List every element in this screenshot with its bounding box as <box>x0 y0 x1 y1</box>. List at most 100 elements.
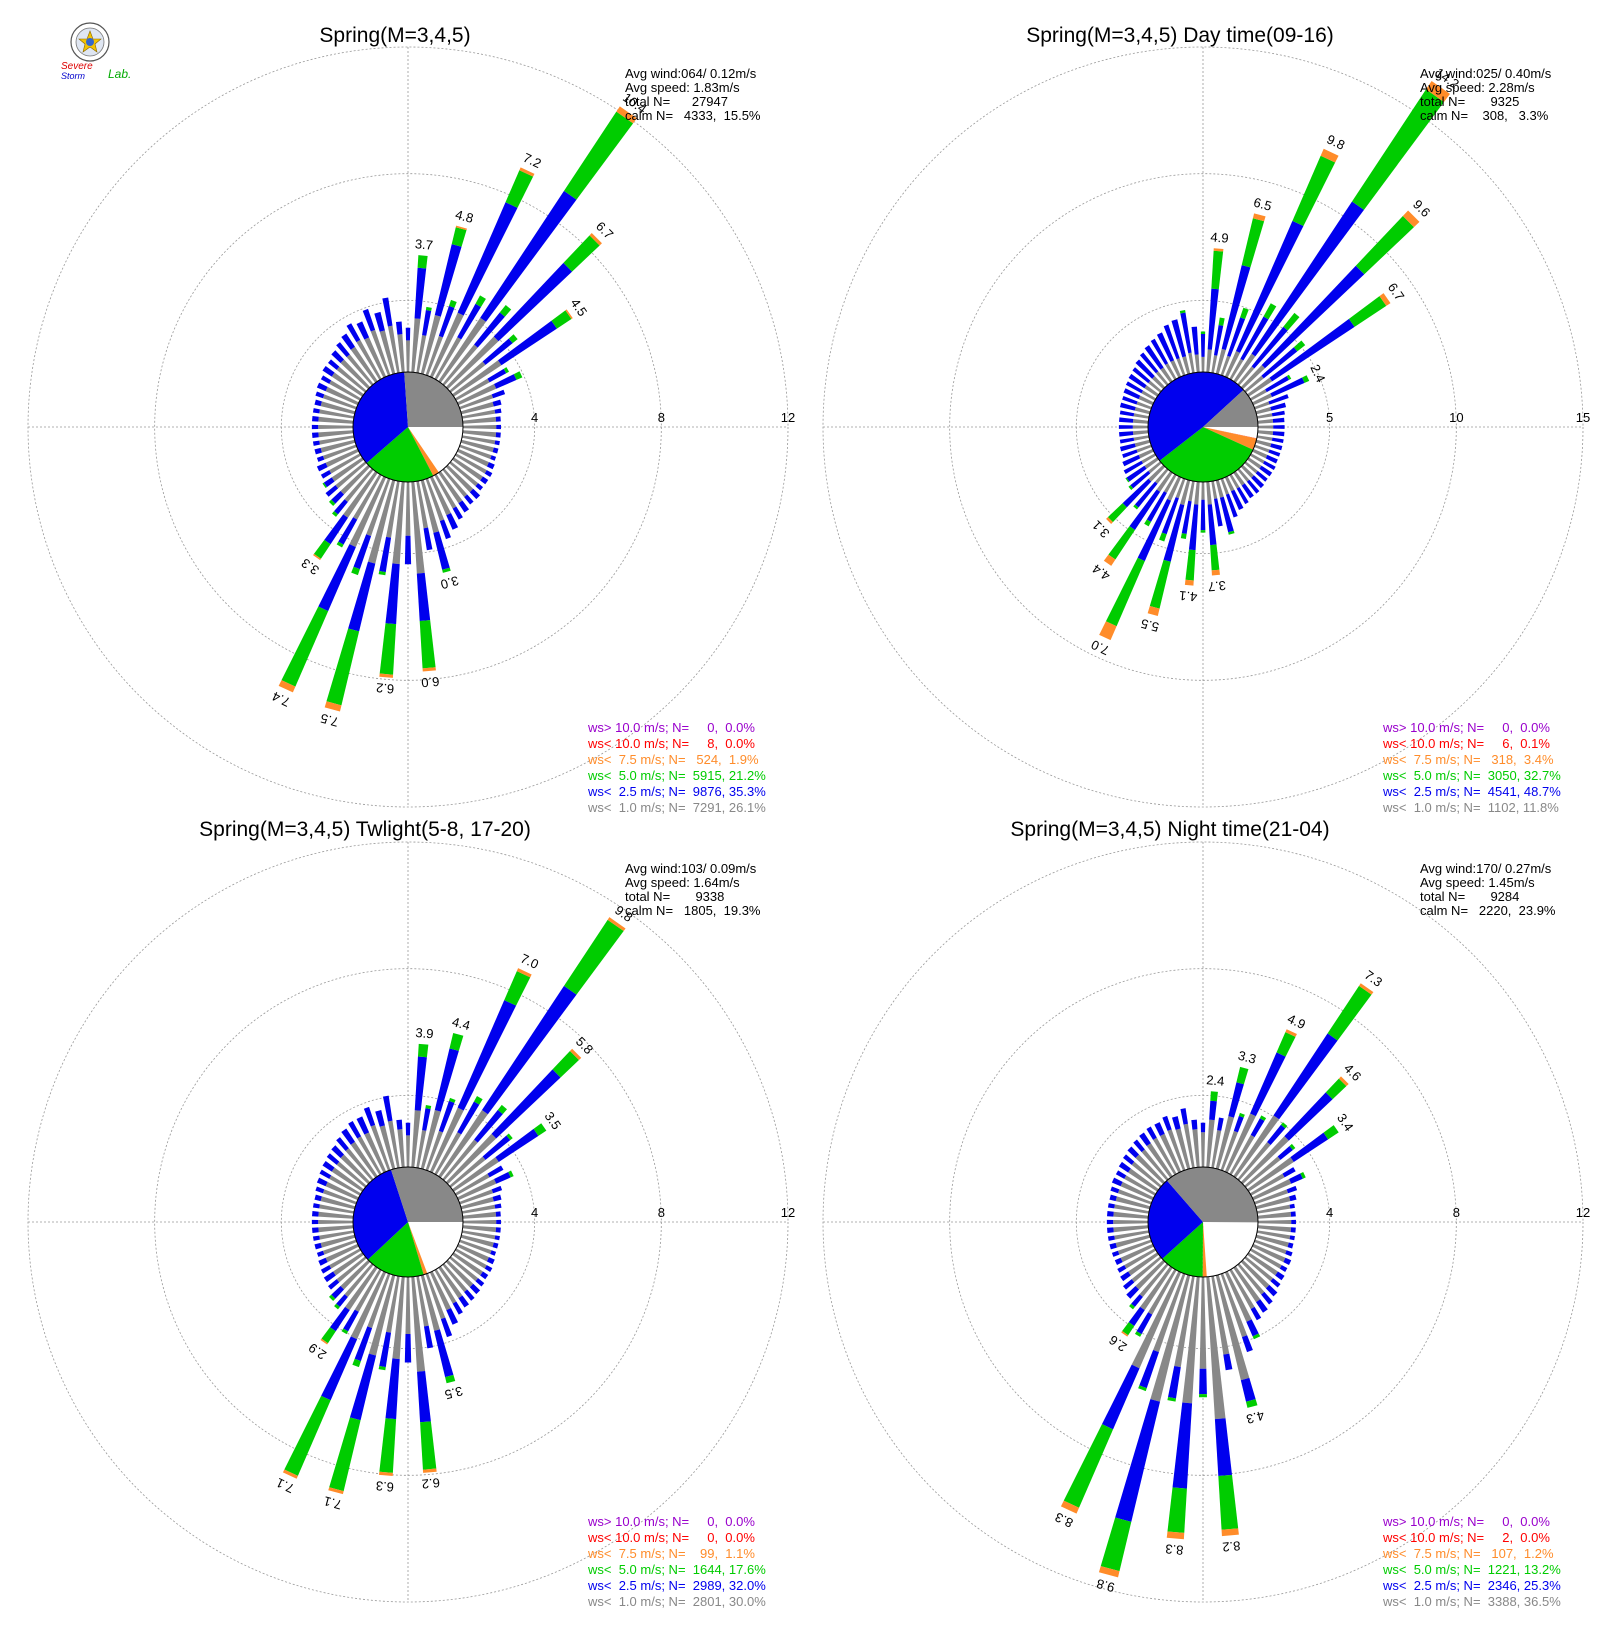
rose-bar-segment <box>325 386 359 406</box>
rose-bar-segment <box>1180 533 1187 539</box>
rose-bar-segment <box>1111 1177 1123 1187</box>
rose-bar-segment <box>1217 1117 1224 1131</box>
rose-bar-segment <box>1191 1119 1198 1130</box>
rose-bar-segment <box>1270 1278 1281 1288</box>
bar-value-label: 2.4 <box>1206 1072 1225 1089</box>
rose-bar-segment <box>589 233 602 246</box>
rose-bar-segment <box>1244 1156 1281 1188</box>
rose-bar-segment <box>1251 475 1265 489</box>
rose-bar-segment <box>1284 1092 1333 1141</box>
legend-entry: ws< 2.5 m/s; N= 9876, 35.3% <box>587 784 766 799</box>
rose-bar-segment <box>319 409 355 419</box>
rose-bar-segment <box>459 1189 494 1205</box>
rose-bar-segment <box>336 366 367 393</box>
rose-bar-segment <box>1122 449 1138 459</box>
pie-slice <box>391 1167 463 1222</box>
rose-bar-segment <box>1261 265 1365 369</box>
rose-bar-segment <box>563 235 600 272</box>
rose-bar-segment <box>326 628 360 706</box>
rose-bar-segment <box>1135 1154 1166 1185</box>
rose-bar-segment <box>1124 1248 1157 1269</box>
rose-bar-segment <box>1289 1173 1303 1184</box>
stat-line: Avg wind:103/ 0.09m/s <box>625 861 757 876</box>
rose-bar-segment <box>1183 1123 1195 1169</box>
rose-bar-segment <box>1272 417 1285 423</box>
rose-bar-segment <box>1144 519 1152 527</box>
rose-bar-segment <box>494 408 502 414</box>
rose-bar-segment <box>350 1271 387 1340</box>
legend-entry: ws< 2.5 m/s; N= 4541, 48.7% <box>1382 784 1561 799</box>
rose-bar-segment <box>569 1048 582 1061</box>
pie-slice <box>408 1222 463 1274</box>
rose-bar-segment <box>322 365 335 377</box>
rose-bar-segment <box>1132 425 1149 429</box>
rose-bar-segment <box>438 471 463 504</box>
rose-bar-segment <box>1352 89 1444 210</box>
rose-bar-segment <box>448 1097 456 1103</box>
rose-bar-segment <box>438 317 487 383</box>
legend-entry: ws< 7.5 m/s; N= 107, 1.2% <box>1382 1546 1554 1561</box>
rose-bar-segment <box>312 432 319 438</box>
rose-bar-segment <box>457 1243 489 1262</box>
rose-bar-segment <box>461 1204 496 1214</box>
rose-bar-segment <box>1276 1032 1296 1057</box>
rose-bar-segment <box>607 917 626 932</box>
rose-bar-segment <box>445 1259 474 1288</box>
rose-bar-segment <box>1148 461 1162 474</box>
rose-bar-segment <box>1286 1185 1298 1194</box>
rose-bar-segment <box>1302 375 1310 383</box>
rose-bar-segment <box>495 1128 539 1163</box>
rose-bar-segment <box>321 1327 336 1344</box>
rose-bar-segment <box>1188 480 1195 502</box>
rose-bar-segment <box>322 1239 357 1255</box>
pie-slice <box>1203 427 1258 439</box>
rose-bar-segment <box>319 1230 355 1240</box>
pie-slice <box>1159 427 1254 482</box>
bar-value-label: 6.5 <box>1252 195 1273 214</box>
rose-bar-segment <box>336 541 344 548</box>
rose-bar-segment <box>346 354 374 386</box>
rose-bar-segment <box>1270 402 1287 411</box>
rose-bar-segment <box>1238 1112 1245 1118</box>
rose-bar-segment <box>1175 478 1186 499</box>
rose-bar-segment <box>1107 503 1127 523</box>
rose-bar-segment <box>1120 1181 1154 1201</box>
bar-value-label: 6.2 <box>375 680 394 697</box>
rose-bar-segment <box>314 447 322 455</box>
rose-bar-segment <box>475 483 484 491</box>
rose-bar-segment <box>331 457 364 482</box>
rose-bar-segment <box>1221 1528 1239 1537</box>
panel-title: Spring(M=3,4,5) Twlight(5-8, 17-20) <box>199 818 531 841</box>
rose-bar-segment <box>396 1119 403 1130</box>
rose-bar-segment <box>1119 431 1134 437</box>
bar-value-label: 3.3 <box>1236 1048 1257 1067</box>
rose-bar-segment <box>422 310 432 336</box>
rose-bar-segment <box>446 513 459 530</box>
rose-bar-segment <box>386 1275 400 1333</box>
rose-bar-segment <box>1244 1256 1274 1282</box>
rose-bar-segment <box>1136 401 1152 410</box>
pie-slice <box>1203 427 1257 439</box>
rose-bar-segment <box>350 346 378 383</box>
rose-bar-segment <box>1210 1091 1218 1102</box>
legend-entry: ws< 1.0 m/s; N= 1102, 11.8% <box>1382 800 1559 815</box>
rose-bar-segment <box>1207 288 1219 350</box>
rose-bar-segment <box>1268 394 1289 405</box>
windrose-panel: 3.9 4.47.09.85.83.53.56.26.37.17.12.94 8 12… <box>27 818 795 1609</box>
rose-bar-segment <box>1289 1143 1296 1150</box>
rose-bar-segment <box>442 1263 468 1293</box>
rose-bar-segment <box>352 1358 361 1368</box>
rose-bar-segment <box>1184 579 1194 586</box>
rose-bar-segment <box>496 424 501 430</box>
rose-bar-segment <box>495 432 501 438</box>
rose-bar-segment <box>406 340 410 373</box>
rose-bar-segment <box>1247 1157 1294 1192</box>
rose-bar-segment <box>474 312 505 348</box>
rose-bar-segment <box>1241 218 1265 268</box>
pie-slice <box>366 427 434 483</box>
stat-line: calm N= 308, 3.3% <box>1420 108 1549 123</box>
rose-bar-segment <box>1259 1115 1267 1121</box>
rose-bar-segment <box>1128 1306 1145 1327</box>
rose-bar-segment <box>1103 554 1116 566</box>
rose-bar-segment <box>370 1124 391 1171</box>
